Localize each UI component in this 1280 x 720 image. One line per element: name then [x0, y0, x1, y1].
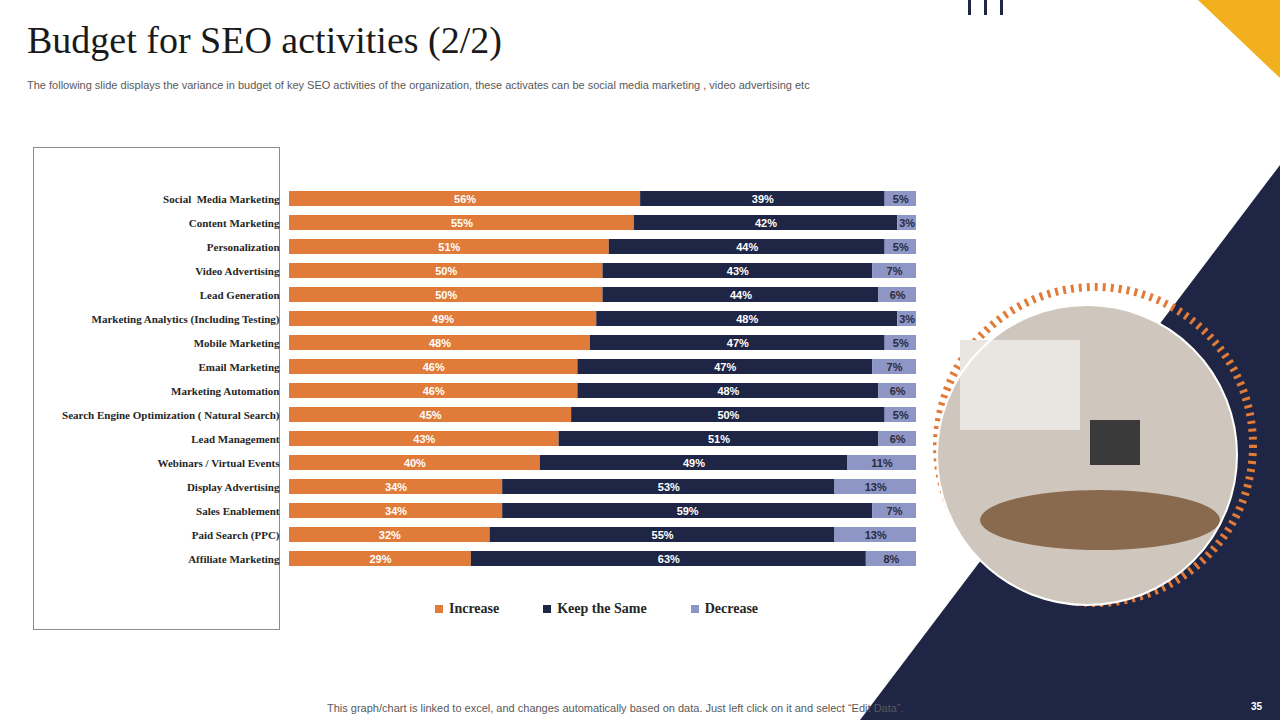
svg-text:46%: 46%: [423, 385, 445, 397]
svg-text:48%: 48%: [429, 337, 451, 349]
svg-text:51%: 51%: [708, 433, 730, 445]
svg-text:Marketing Automation: Marketing Automation: [171, 385, 279, 397]
svg-text:7%: 7%: [887, 505, 903, 517]
svg-text:5%: 5%: [893, 337, 909, 349]
html-text:Budget for SEO activities (2/2: Budget for SEO activities (2/2): [27, 19, 502, 61]
svg-text:Content Marketing: Content Marketing: [189, 217, 280, 229]
svg-text:47%: 47%: [727, 337, 749, 349]
svg-text:Mobile Marketing: Mobile Marketing: [194, 337, 280, 349]
svg-text:46%: 46%: [423, 361, 445, 373]
svg-text:55%: 55%: [652, 529, 674, 541]
svg-text:Affiliate Marketing: Affiliate Marketing: [188, 553, 280, 565]
svg-text:6%: 6%: [890, 433, 906, 445]
svg-text:49%: 49%: [683, 457, 705, 469]
html-text:This graph/chart is linked to: This graph/chart is linked to excel, and…: [327, 702, 904, 714]
svg-text:59%: 59%: [677, 505, 699, 517]
svg-text:42%: 42%: [755, 217, 777, 229]
html-text:Increase: Increase: [448, 601, 500, 616]
svg-text:43%: 43%: [727, 265, 749, 277]
svg-text:Webinars / Virtual Events: Webinars / Virtual Events: [158, 457, 281, 469]
svg-text:48%: 48%: [736, 313, 758, 325]
svg-text:13%: 13%: [865, 529, 887, 541]
svg-text:49%: 49%: [432, 313, 454, 325]
html-text:35: 35: [1251, 701, 1263, 712]
svg-text:Lead Generation: Lead Generation: [200, 289, 280, 301]
svg-text:Display Advertising: Display Advertising: [187, 481, 280, 493]
svg-text:63%: 63%: [658, 553, 680, 565]
svg-text:13%: 13%: [865, 481, 887, 493]
svg-text:40%: 40%: [404, 457, 426, 469]
svg-text:Sales Enablement: Sales Enablement: [196, 505, 280, 517]
svg-text:34%: 34%: [385, 505, 407, 517]
svg-text:11%: 11%: [871, 457, 893, 469]
html-text:Keep the Same: Keep the Same: [557, 601, 647, 616]
svg-text:8%: 8%: [883, 553, 899, 565]
svg-text:5%: 5%: [893, 241, 909, 253]
svg-text:3%: 3%: [899, 313, 915, 325]
svg-text:Email Marketing: Email Marketing: [199, 361, 280, 373]
svg-text:29%: 29%: [369, 553, 391, 565]
svg-text:48%: 48%: [717, 385, 739, 397]
svg-text:5%: 5%: [893, 409, 909, 421]
svg-text:39%: 39%: [752, 193, 774, 205]
svg-text:45%: 45%: [420, 409, 442, 421]
svg-text:Personalization: Personalization: [207, 241, 280, 253]
svg-text:Lead Management: Lead Management: [191, 433, 280, 445]
svg-text:3%: 3%: [899, 217, 915, 229]
svg-text:50%: 50%: [435, 289, 457, 301]
svg-text:5%: 5%: [893, 193, 909, 205]
svg-text:55%: 55%: [451, 217, 473, 229]
svg-text:43%: 43%: [413, 433, 435, 445]
svg-text:Marketing Analytics (Including: Marketing Analytics (Including Testing): [92, 313, 280, 326]
svg-text:53%: 53%: [658, 481, 680, 493]
svg-text:50%: 50%: [717, 409, 739, 421]
svg-text:Search Engine Optimization ( N: Search Engine Optimization ( Natural Sea…: [62, 409, 280, 422]
svg-text:51%: 51%: [438, 241, 460, 253]
svg-text:6%: 6%: [890, 289, 906, 301]
svg-text:7%: 7%: [887, 265, 903, 277]
svg-text:Paid Search (PPC): Paid Search (PPC): [192, 529, 280, 542]
svg-text:Social Media Marketing: Social Media Marketing: [163, 193, 280, 205]
svg-text:44%: 44%: [730, 289, 752, 301]
svg-text:6%: 6%: [890, 385, 906, 397]
html-text:Decrease: Decrease: [704, 601, 758, 616]
svg-text:Video Advertising: Video Advertising: [195, 265, 280, 277]
svg-text:32%: 32%: [379, 529, 401, 541]
svg-text:7%: 7%: [887, 361, 903, 373]
svg-text:47%: 47%: [714, 361, 736, 373]
svg-text:56%: 56%: [454, 193, 476, 205]
svg-text:34%: 34%: [385, 481, 407, 493]
html-text:The following slide displays t: The following slide displays the varianc…: [27, 79, 810, 91]
svg-text:44%: 44%: [736, 241, 758, 253]
svg-text:50%: 50%: [435, 265, 457, 277]
